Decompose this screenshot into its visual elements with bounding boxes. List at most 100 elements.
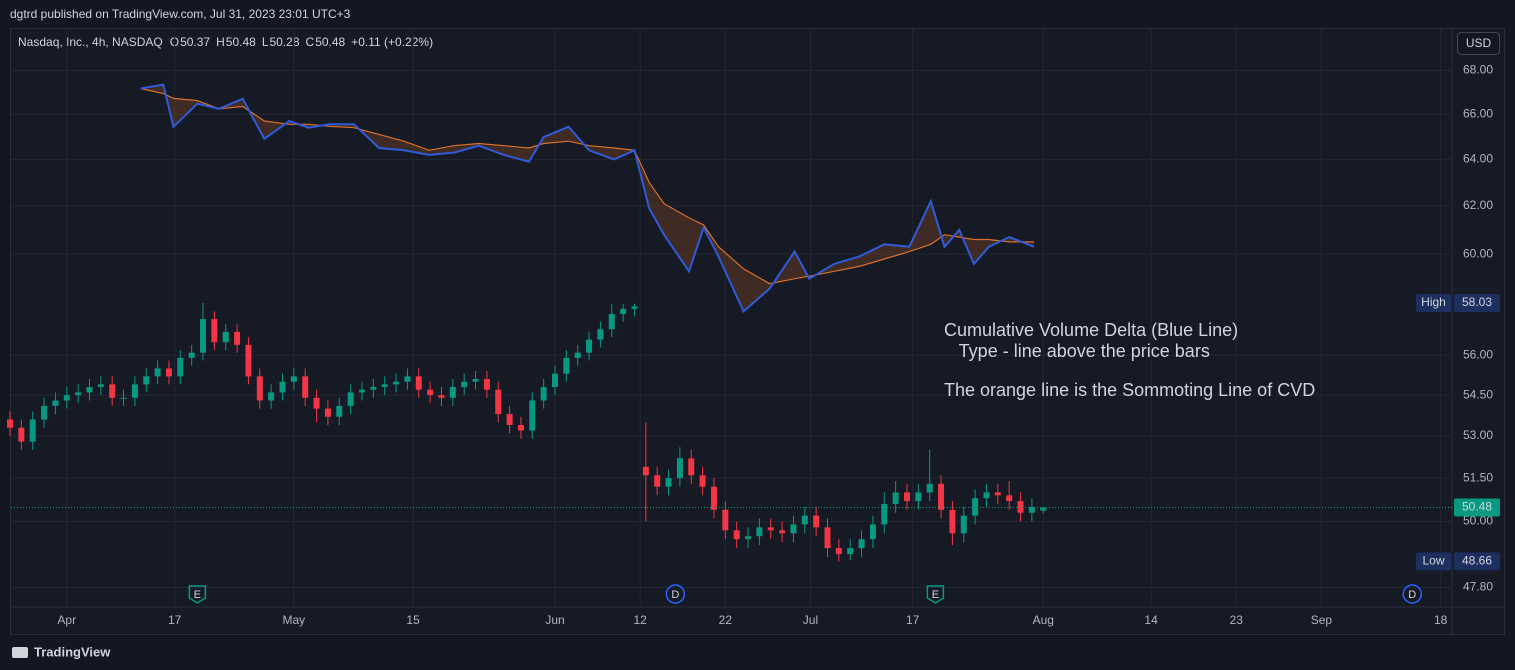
legend-change: +0.11 (+0.22%)	[351, 35, 433, 49]
candle-body	[756, 527, 763, 537]
candle-body	[994, 492, 1001, 496]
event-marker	[665, 584, 686, 604]
candle-body	[972, 498, 979, 516]
y-tick-label: 62.00	[1463, 198, 1493, 212]
candle-body	[336, 405, 343, 417]
candle-body	[472, 379, 479, 382]
candle-body	[688, 458, 695, 476]
event-label: E	[932, 589, 939, 601]
candle-body	[903, 492, 910, 502]
candle-body	[517, 424, 524, 431]
candle-body	[29, 419, 36, 442]
candle-body	[1028, 506, 1035, 513]
candle-body	[347, 392, 354, 406]
candle-body	[177, 357, 184, 377]
event-label: E	[194, 589, 201, 601]
legend-c-label: C	[306, 35, 315, 49]
candle-body	[52, 400, 59, 406]
high-tag-value-box	[1454, 294, 1500, 313]
candle-body	[358, 389, 365, 393]
candle-body	[97, 384, 104, 388]
low-tag-value-box	[1454, 552, 1500, 571]
candle-body	[154, 368, 161, 377]
candle-body	[745, 536, 752, 540]
chart-frame	[10, 28, 1505, 635]
candle-body	[461, 381, 468, 388]
x-tick-label: Apr	[57, 613, 76, 627]
candle-body	[483, 379, 490, 390]
candle-body	[245, 344, 252, 377]
candle-body	[813, 515, 820, 528]
y-tick-label: 50.00	[1463, 514, 1493, 528]
y-tick-label: 64.00	[1463, 152, 1493, 166]
low-tag-label-box	[1416, 552, 1451, 571]
last-price-tag	[1454, 498, 1500, 517]
candle-body	[75, 392, 82, 396]
currency-label[interactable]: USD	[1466, 36, 1492, 50]
legend-high: 50.48	[226, 35, 256, 49]
candle-body	[1040, 507, 1047, 511]
candle-body	[779, 530, 786, 534]
candle-body	[869, 524, 876, 540]
candle-body	[1006, 495, 1013, 502]
high-tag-label-box	[1416, 294, 1451, 313]
legend-l-label: L	[262, 35, 269, 49]
currency-button[interactable]	[1457, 32, 1500, 55]
candle-body	[631, 306, 638, 309]
candle-body	[120, 397, 127, 399]
x-tick-label: Aug	[1033, 613, 1054, 627]
y-tick-label: 51.50	[1463, 470, 1493, 484]
candle-body	[165, 368, 172, 377]
event-marker	[188, 585, 207, 604]
candle-body	[495, 389, 502, 415]
x-tick-label: Jun	[545, 613, 564, 627]
candle-body	[790, 524, 797, 534]
candle-body	[847, 548, 854, 555]
candle-body	[290, 376, 297, 382]
candle-body	[415, 376, 422, 390]
annotation: Type - line above the price bars	[944, 341, 1210, 361]
candle-body	[324, 408, 331, 417]
overlay-line	[140, 87, 1035, 285]
y-tick-label: 47.80	[1463, 580, 1493, 594]
candle-body	[86, 387, 93, 393]
candle-body	[710, 486, 717, 510]
candle-body	[1017, 501, 1024, 513]
y-tick-label: 68.00	[1463, 63, 1493, 77]
candle-body	[131, 384, 138, 398]
candle-body	[733, 530, 740, 540]
candle-body	[200, 319, 207, 353]
event-label: D	[1408, 589, 1416, 601]
candle-body	[427, 389, 434, 396]
y-tick-label: 60.00	[1463, 246, 1493, 260]
candle-body	[597, 329, 604, 340]
legend: Nasdaq, Inc., 4h, NASDAQO50.37H50.48L50.…	[18, 35, 433, 49]
candle-body	[256, 376, 263, 401]
candle-body	[801, 515, 808, 525]
footer-brand: TradingView	[34, 644, 111, 659]
legend-h-label: H	[216, 35, 225, 49]
x-tick-label: May	[283, 613, 306, 627]
event-marker	[926, 585, 945, 604]
legend-open: 50.37	[180, 35, 210, 49]
low-tag-label: Low	[1422, 553, 1444, 567]
candle-body	[574, 352, 581, 358]
annotation: The orange line is the Sommoting Line of…	[944, 380, 1315, 400]
event-label: D	[671, 589, 679, 601]
candle-body	[642, 466, 649, 476]
candle-body	[676, 458, 683, 479]
legend-symbol: Nasdaq, Inc., 4h, NASDAQ	[18, 35, 163, 49]
event-marker	[1402, 584, 1423, 604]
candle-body	[404, 376, 411, 382]
candle-body	[302, 376, 309, 398]
candle-body	[938, 483, 945, 510]
candle-body	[620, 308, 627, 314]
candle-body	[586, 339, 593, 353]
x-tick-label: Sep	[1311, 613, 1333, 627]
high-tag-value: 58.03	[1462, 295, 1492, 309]
candle-body	[506, 414, 513, 425]
candle-body	[699, 475, 706, 487]
candle-body	[960, 515, 967, 534]
